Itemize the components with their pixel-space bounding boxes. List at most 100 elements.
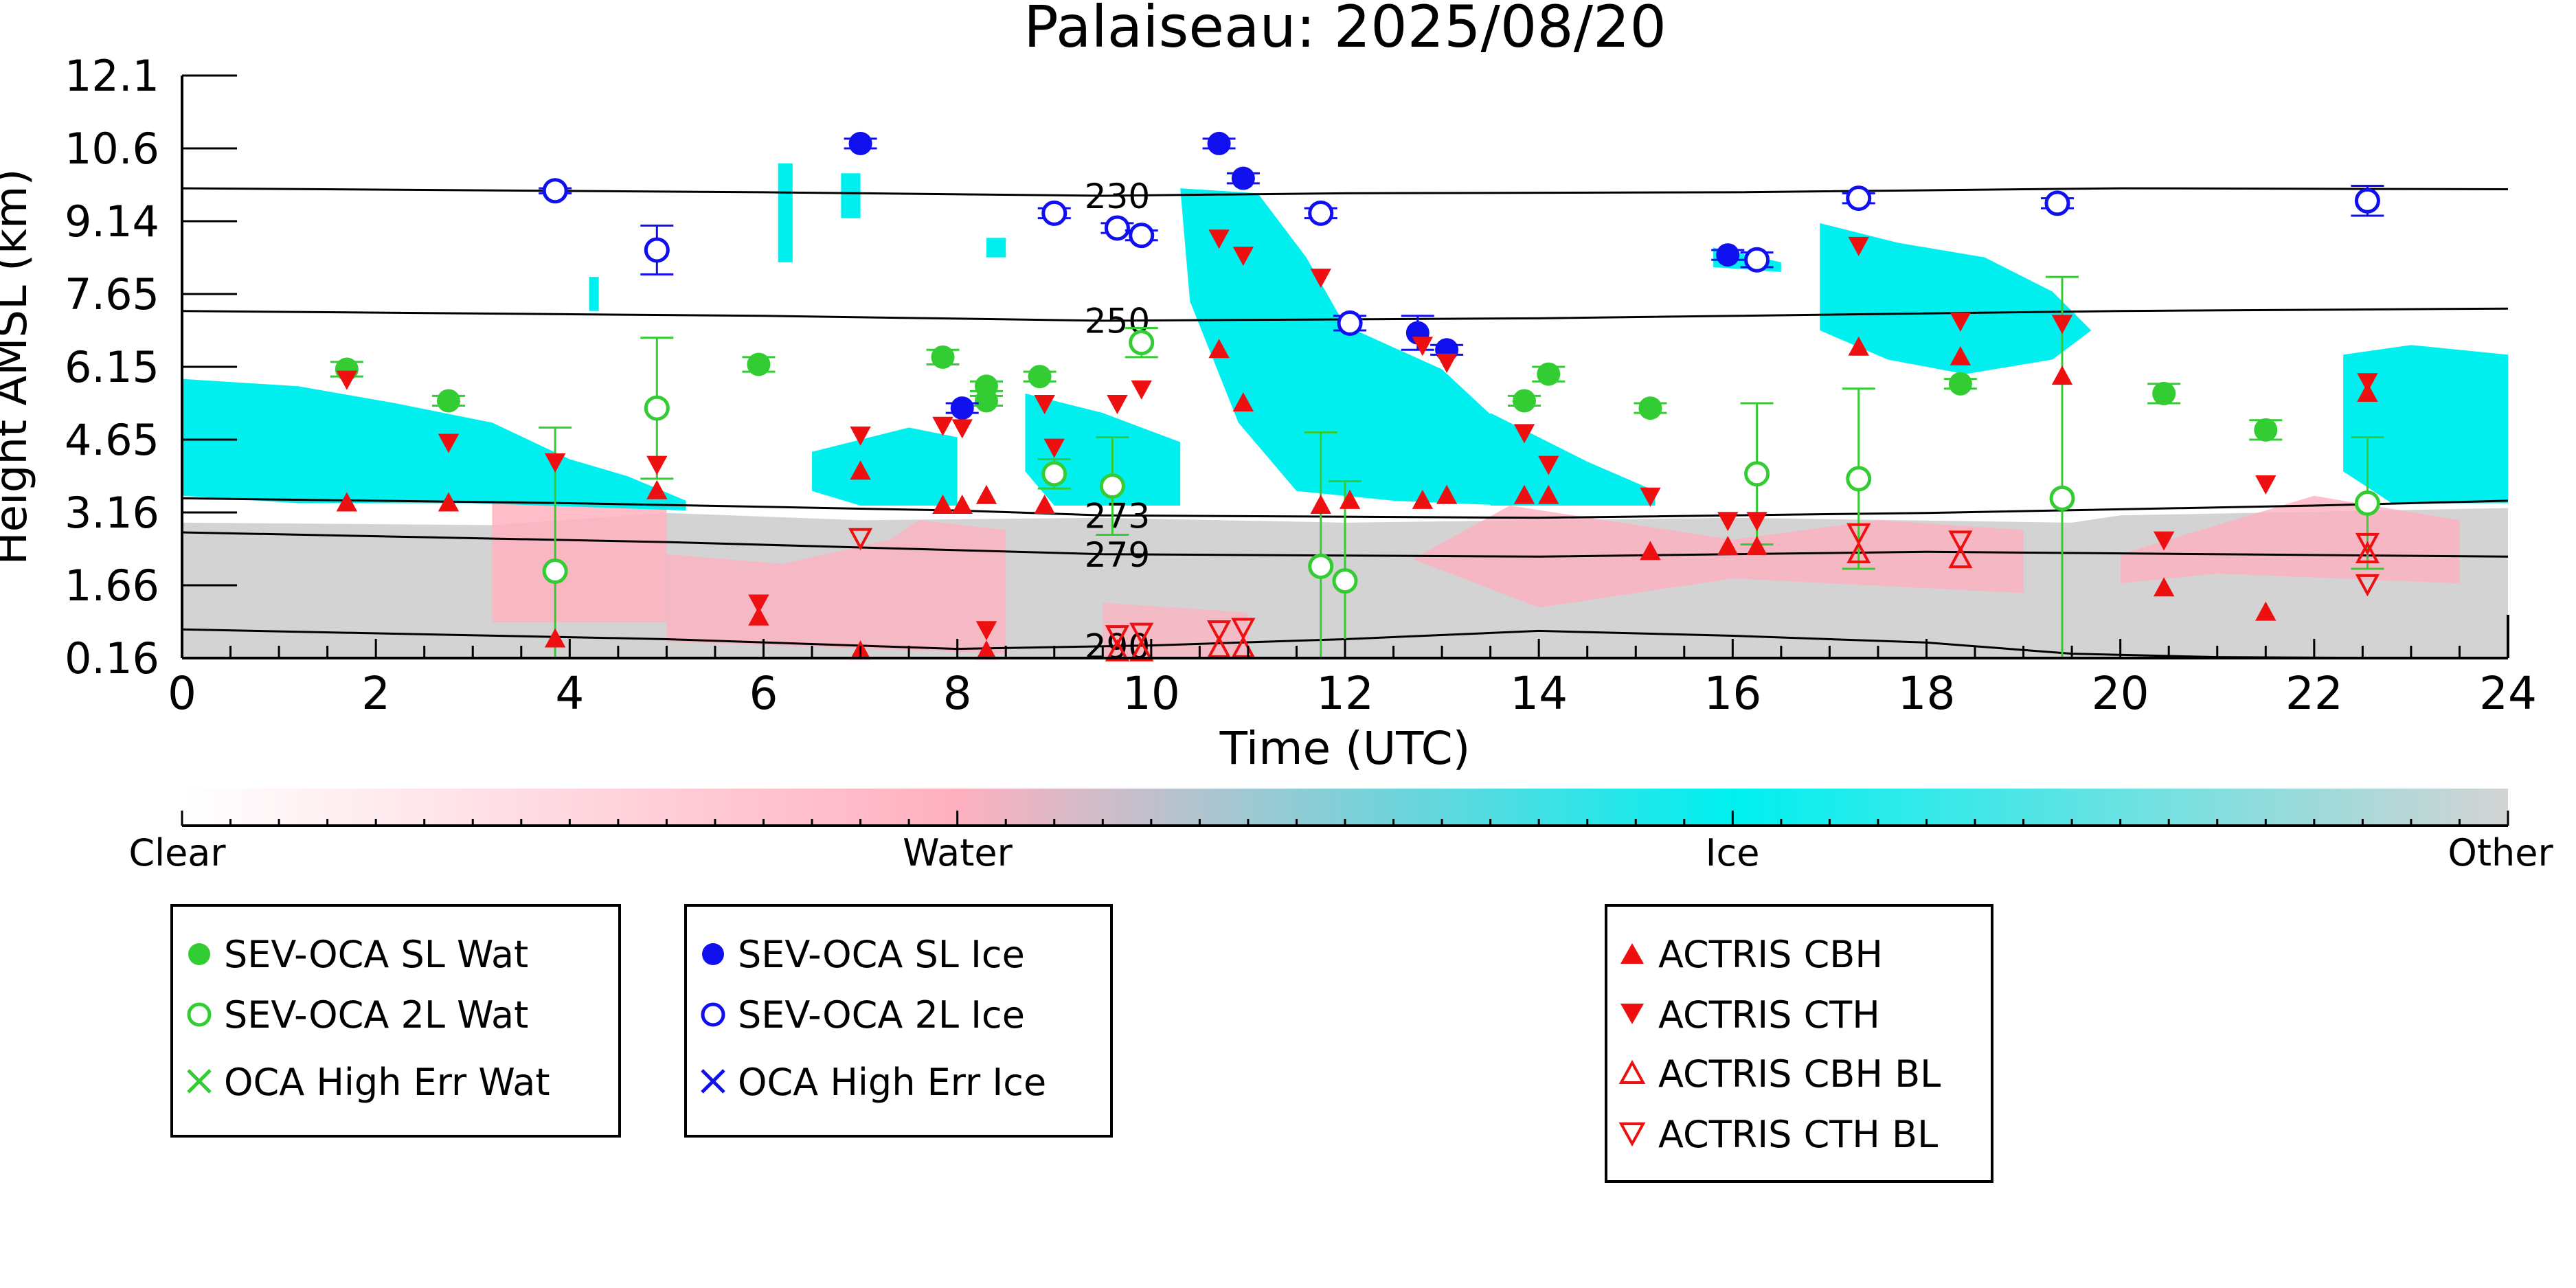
sev-oca-sl-wat-point [1638,396,1662,420]
x-tick-label: 0 [168,667,196,720]
legend-marker-open-circle [701,1002,725,1027]
actris-cth-bl-point [2355,574,2380,597]
colorbar-label-clear: Clear [128,831,226,874]
actris-cbh-point [1436,484,1458,504]
sev-oca-sl-wat-point [931,345,955,369]
legend-label: ACTRIS CBH BL [1658,1052,1941,1096]
actris-cbh-point [1640,541,1661,561]
sev-oca-sl-wat-point [2152,381,2176,405]
legend-marker-open-triangle-up [1618,1059,1646,1084]
legend-marker-filled-circle [702,943,724,965]
sev-oca-2l-ice-point [1308,200,1334,226]
sev-oca-sl-wat-point [1028,365,1052,389]
actris-cth-point [1436,353,1458,373]
legend-label: SEV-OCA SL Ice [738,933,1025,976]
legend-item-sev-oca-2l-ice: SEV-OCA 2L Ice [701,993,1025,1037]
actris-cbh-point [1232,392,1254,411]
actris-cbh-point [975,640,997,660]
isotherm-line-250 [182,307,2508,322]
actris-cbh-bl-point [1129,639,1154,662]
curtain-region [841,173,861,218]
y-tick-label: 9.14 [65,196,159,247]
sev-oca-2l-wat-point [1129,330,1155,356]
legend-label: SEV-OCA 2L Wat [224,993,528,1037]
actris-cbh-point [1412,489,1434,509]
curtain-region [1820,223,2092,374]
actris-cbh-point [1717,536,1739,556]
actris-cbh-point [336,492,358,512]
sev-oca-2l-ice-point [644,237,670,263]
actris-cbh-point [544,628,566,648]
actris-cth-point [1538,455,1559,475]
actris-cth-bl-point [2355,532,2380,556]
curtain-region [1490,413,1656,506]
sev-oca-2l-ice-point [1104,215,1130,241]
legend-label: SEV-OCA 2L Ice [738,993,1025,1037]
legend-item-actris-cbh: ACTRIS CBH [1620,933,1883,976]
isotherm-label-273: 273 [1085,496,1150,536]
legend-item-actris-cbh-bl: ACTRIS CBH BL [1618,1052,1941,1096]
x-tick-label: 24 [2479,667,2537,720]
actris-cbh-point [438,492,460,512]
legend-item-oca-high-err-ice: OCA High Err Ice [701,1061,1046,1104]
actris-cth-point [1412,337,1434,357]
legend-label: ACTRIS CTH [1658,993,1880,1037]
actris-cbh-point [2255,601,2276,621]
actris-cth-bl-point [1846,523,1871,546]
actris-cth-bl-point [1105,625,1130,648]
y-tick-label: 12.1 [65,51,159,101]
sev-oca-sl-ice-point [950,396,974,420]
actris-cth-point [1717,512,1739,532]
sev-oca-2l-ice-point [1129,223,1155,249]
legend-marker-open-triangle-down [1618,1122,1646,1147]
y-tick-label: 6.15 [65,342,159,392]
isotherm-label-279: 279 [1085,535,1150,575]
curtain-region [1180,188,1510,506]
isotherm-line-230 [182,187,2508,197]
actris-cth-point [1232,247,1254,267]
sev-oca-2l-ice-point [1337,310,1363,336]
sev-oca-sl-ice-point [848,131,872,155]
x-tick-label: 16 [1704,667,1761,720]
y-tick-label: 10.6 [65,124,159,174]
colorbar: Clear Water Ice Other [128,789,2553,874]
actris-cbh-point [2051,365,2073,385]
sev-oca-2l-wat-point [542,558,568,585]
legend-box-actris [1605,904,1993,1183]
actris-cth-point [1950,312,1971,332]
actris-cth-point [1513,424,1535,444]
actris-cth-point [336,370,358,390]
sev-oca-2l-wat-point [2049,485,2075,511]
sev-oca-2l-ice-point [1744,247,1770,273]
sev-oca-2l-ice-point [2044,190,2070,216]
actris-cth-point [2153,531,2175,551]
actris-cbh-point [1950,346,1971,365]
x-ticks: 0 2 4 6 8 10 12 14 16 18 20 22 24 [168,639,2537,720]
actris-cbh-point [850,460,871,480]
data-markers [330,131,2384,662]
colorbar-label-other: Other [2448,831,2553,874]
legends: SEV-OCA SL Wat SEV-OCA 2L Wat OCA High E… [170,904,1993,1183]
y-tick-label: 3.16 [65,488,159,538]
x-tick-label: 8 [943,667,972,720]
actris-cbh-point [1848,336,1869,356]
legend-label: ACTRIS CBH [1658,933,1883,976]
legend-label: OCA High Err Ice [738,1061,1046,1104]
curtain-region [986,238,1006,258]
sev-oca-sl-ice-point [1716,243,1740,267]
legend-item-sev-oca-2l-wat: SEV-OCA 2L Wat [187,993,528,1037]
x-tick-label: 20 [2092,667,2149,720]
legend-marker-triangle-up [1620,943,1644,964]
actris-cth-bl-point [1129,622,1154,646]
sev-oca-sl-ice-point [1231,166,1255,190]
legend-marker-filled-circle [188,943,210,965]
colorbar-label-water: Water [903,831,1013,874]
actris-cth-point [1034,395,1055,414]
x-tick-label: 12 [1316,667,1374,720]
colorbar-ticks [181,811,2509,826]
actris-cbh-point [975,484,997,504]
actris-cth-point [1310,269,1331,289]
legend-marker-x [701,1069,725,1094]
sev-oca-sl-wat-point [1948,372,1972,396]
actris-cth-point [975,621,997,641]
